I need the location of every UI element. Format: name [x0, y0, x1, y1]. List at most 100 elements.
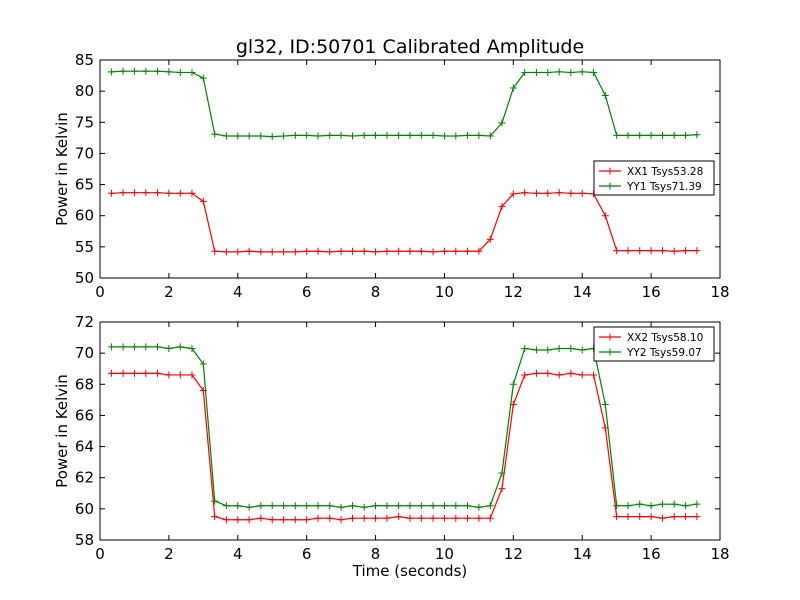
series-1 [107, 189, 701, 256]
y-tick-label: 68 [75, 375, 94, 393]
data-point [647, 247, 655, 255]
data-point [119, 343, 127, 351]
data-point [314, 514, 322, 522]
data-point [314, 502, 322, 510]
data-point [130, 369, 138, 377]
data-point [475, 514, 483, 522]
data-point [130, 343, 138, 351]
data-point [429, 514, 437, 522]
data-point [682, 131, 690, 139]
data-point [119, 67, 127, 75]
data-point [291, 516, 299, 524]
x-tick-label: 16 [642, 283, 661, 301]
data-point [613, 502, 621, 510]
data-point [165, 344, 173, 352]
data-point [268, 516, 276, 524]
data-point [636, 513, 644, 521]
data-point [211, 130, 219, 138]
legend-label: YY1 Tsys71.39 [626, 181, 702, 193]
data-point [107, 68, 115, 76]
data-point [567, 344, 575, 352]
data-point [682, 502, 690, 510]
y-tick-label: 58 [75, 531, 94, 549]
data-point [590, 371, 598, 379]
data-point [670, 513, 678, 521]
data-point [624, 247, 632, 255]
data-point [142, 189, 150, 197]
data-point [303, 516, 311, 524]
data-point [613, 247, 621, 255]
data-point [578, 189, 586, 197]
data-point [670, 500, 678, 508]
data-point [486, 502, 494, 510]
data-point [486, 514, 494, 522]
chart-panel-1: 0 2 4 6 8 10 12 14 16 18 50 55 60 65 70 75 80 85 Power in … [53, 51, 730, 301]
data-point [590, 68, 598, 76]
data-point [624, 502, 632, 510]
data-point [532, 189, 540, 197]
data-point [142, 67, 150, 75]
data-point [154, 343, 162, 351]
data-point [658, 131, 666, 139]
data-point [475, 247, 483, 255]
data-point [268, 133, 276, 141]
x-axis-label: Time (seconds) [352, 562, 468, 580]
data-point [578, 68, 586, 76]
data-point [280, 248, 288, 256]
x-tick-label: 14 [573, 545, 592, 563]
y-tick-label: 85 [75, 51, 94, 69]
data-point [199, 360, 207, 368]
data-point [188, 189, 196, 197]
data-point [222, 516, 230, 524]
data-point [464, 502, 472, 510]
data-point [176, 371, 184, 379]
data-point [211, 247, 219, 255]
data-point [348, 132, 356, 140]
legend-box [593, 326, 715, 362]
y-tick-label: 72 [75, 313, 94, 331]
data-point [291, 502, 299, 510]
y-tick-label: 60 [75, 207, 94, 225]
data-point [417, 131, 425, 139]
x-tick-label: 0 [95, 283, 105, 301]
data-point [670, 247, 678, 255]
data-point [452, 514, 460, 522]
series-line [111, 192, 697, 253]
data-point [647, 502, 655, 510]
data-point [245, 503, 253, 511]
x-tick-label: 18 [710, 545, 729, 563]
data-point [670, 131, 678, 139]
data-point [475, 503, 483, 511]
x-tick-label: 14 [573, 283, 592, 301]
data-point [601, 92, 609, 100]
y-tick-label: 66 [75, 406, 94, 424]
data-point [440, 502, 448, 510]
data-point [372, 131, 380, 139]
data-point [567, 189, 575, 197]
data-point [544, 369, 552, 377]
data-point [107, 189, 115, 197]
data-point [234, 248, 242, 256]
data-point [452, 502, 460, 510]
data-point [601, 212, 609, 220]
data-point [142, 369, 150, 377]
x-tick-label: 8 [371, 545, 381, 563]
data-point [429, 248, 437, 256]
data-point [280, 502, 288, 510]
y-tick-label: 70 [75, 144, 94, 162]
data-point [303, 247, 311, 255]
data-point [154, 67, 162, 75]
data-point [486, 132, 494, 140]
data-point [245, 516, 253, 524]
x-tick-label: 18 [710, 283, 729, 301]
x-tick-label: 12 [504, 283, 523, 301]
x-tick-label: 0 [95, 545, 105, 563]
legend: XX2 Tsys58.10 YY2 Tsys59.07 [593, 326, 715, 362]
data-point [429, 131, 437, 139]
data-point [348, 514, 356, 522]
data-point [647, 131, 655, 139]
legend-label: XX1 Tsys53.28 [627, 166, 703, 178]
data-point [417, 247, 425, 255]
